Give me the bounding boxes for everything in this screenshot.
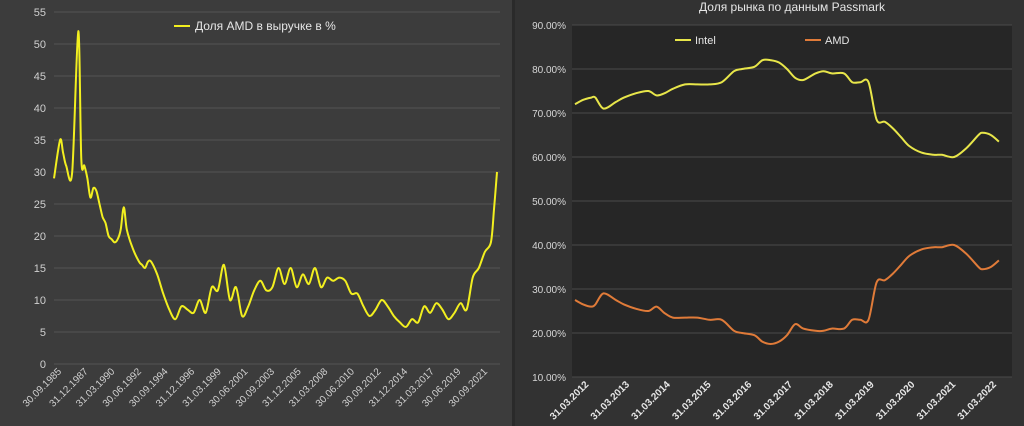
y-tick-label: 35 <box>34 135 46 147</box>
x-tick-label: 31.03.2018 <box>793 379 836 422</box>
y-tick-label: 50 <box>34 39 46 51</box>
y-tick-label: 10 <box>34 295 46 307</box>
x-tick-label: 31.03.2021 <box>915 379 958 422</box>
x-tick-label: 31.03.2016 <box>711 379 754 422</box>
y-tick-label: 30.00% <box>532 285 566 296</box>
y-tick-label: 5 <box>40 327 46 339</box>
y-tick-label: 40.00% <box>532 241 566 252</box>
y-tick-label: 60.00% <box>532 153 566 164</box>
amd-revenue-share-chart: 051015202530354045505530.09.198531.12.19… <box>21 7 500 410</box>
chart-title: Доля рынка по данным Passmark <box>699 0 886 14</box>
y-tick-label: 15 <box>34 263 46 275</box>
x-tick-label: 31.03.2019 <box>833 379 876 422</box>
series-line-AMD <box>574 243 1000 345</box>
x-tick-label: 31.03.2017 <box>752 379 795 422</box>
legend-label-Intel: Intel <box>695 35 716 47</box>
x-tick-label: 31.03.2014 <box>630 379 673 422</box>
y-tick-label: 45 <box>34 71 46 83</box>
y-tick-label: 25 <box>34 199 46 211</box>
y-tick-label: 10.00% <box>532 373 566 384</box>
x-tick-label: 31.03.2013 <box>589 379 632 422</box>
y-tick-label: 30 <box>34 167 46 179</box>
y-tick-label: 50.00% <box>532 197 566 208</box>
y-tick-label: 20 <box>34 231 46 243</box>
passmark-market-share-chart: Доля рынка по данным Passmark 10.00% 20.00… <box>532 0 1012 423</box>
y-tick-label: 55 <box>34 7 46 19</box>
right-chart-panel: Доля рынка по данным Passmark 10.00% 20.00… <box>515 0 1024 426</box>
y-tick-label: 40 <box>34 103 46 115</box>
legend-label: Доля AMD в выручке в % <box>195 19 336 33</box>
y-tick-label: 70.00% <box>532 109 566 120</box>
series-line-Intel <box>574 58 1000 159</box>
y-tick-label: 90.00% <box>532 21 566 32</box>
left-chart-panel: 0 5 10 15 20 25 30 35 40 45 50 55 30.09.1985 31.12.19… <box>20 7 500 410</box>
y-tick-label: 20.00% <box>532 329 566 340</box>
series-line-Доля AMD в выручке в % <box>53 30 498 328</box>
x-tick-label: 31.03.2022 <box>956 379 999 422</box>
x-tick-label: 31.03.2012 <box>548 379 591 422</box>
y-tick-label: 80.00% <box>532 65 566 76</box>
x-tick-label: 31.03.2020 <box>874 379 917 422</box>
x-tick-label: 31.03.2015 <box>670 379 713 422</box>
y-tick-label: 0 <box>40 359 46 371</box>
legend-label-AMD: AMD <box>825 35 850 47</box>
panel-divider <box>512 0 515 426</box>
